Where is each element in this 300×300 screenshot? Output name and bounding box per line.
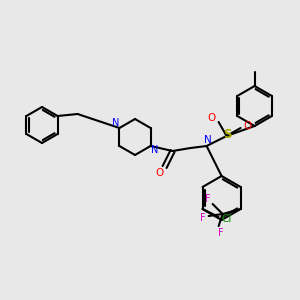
Text: F: F [200, 213, 206, 223]
Text: N: N [112, 118, 119, 128]
Text: F: F [205, 194, 211, 204]
Text: O: O [155, 168, 164, 178]
Text: F: F [218, 228, 224, 238]
Text: O: O [208, 113, 216, 123]
Text: Cl: Cl [221, 214, 232, 224]
Text: N: N [151, 145, 158, 155]
Text: S: S [223, 128, 232, 142]
Text: N: N [204, 135, 212, 145]
Text: O: O [244, 121, 252, 131]
